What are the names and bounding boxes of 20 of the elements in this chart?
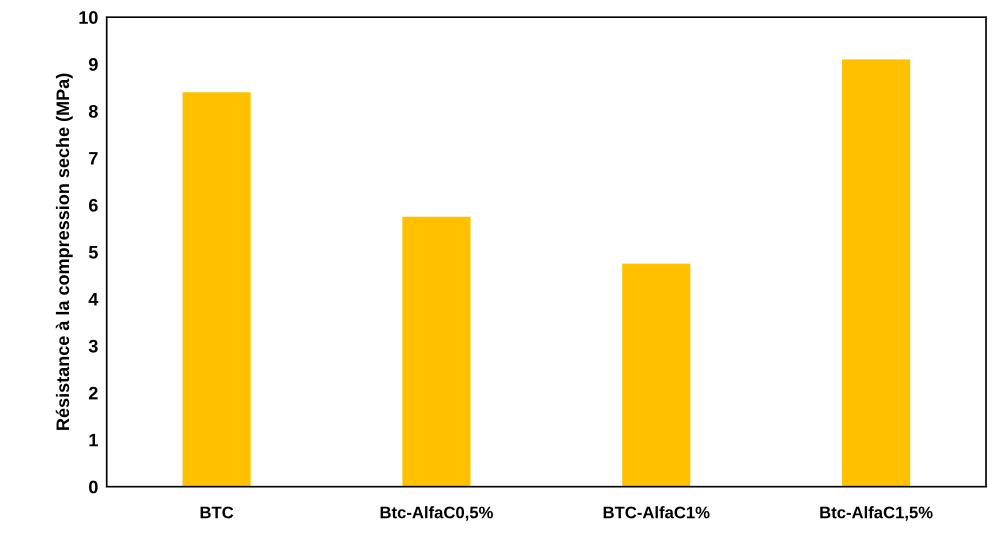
y-tick-label: 4: [88, 292, 98, 306]
x-tick-label: BTC: [200, 506, 234, 518]
y-tick-label: 1: [89, 434, 98, 446]
y-tick-label: 10: [79, 11, 98, 24]
y-axis-title: Résistance à la compression seche (MPa): [56, 74, 73, 430]
y-tick-label: 6: [88, 198, 98, 212]
bar: [402, 216, 471, 487]
x-tick-label: Btc-AlfaC1,5%: [820, 506, 933, 521]
x-tick-label: Btc-AlfaC0,5%: [380, 506, 493, 521]
x-tick-label: BTC-AlfaC1%: [604, 506, 710, 518]
y-tick-label: 2: [88, 386, 98, 400]
bar: [182, 92, 251, 487]
y-tick-label: 0: [89, 480, 98, 494]
y-tick-label: 8: [88, 104, 98, 118]
bar: [622, 264, 690, 487]
y-tick-label: 9: [88, 58, 98, 71]
bar: [842, 59, 910, 487]
y-tick-label: 5: [88, 246, 98, 259]
y-tick-label: 3: [88, 340, 98, 353]
y-tick-label: 7: [89, 152, 98, 165]
